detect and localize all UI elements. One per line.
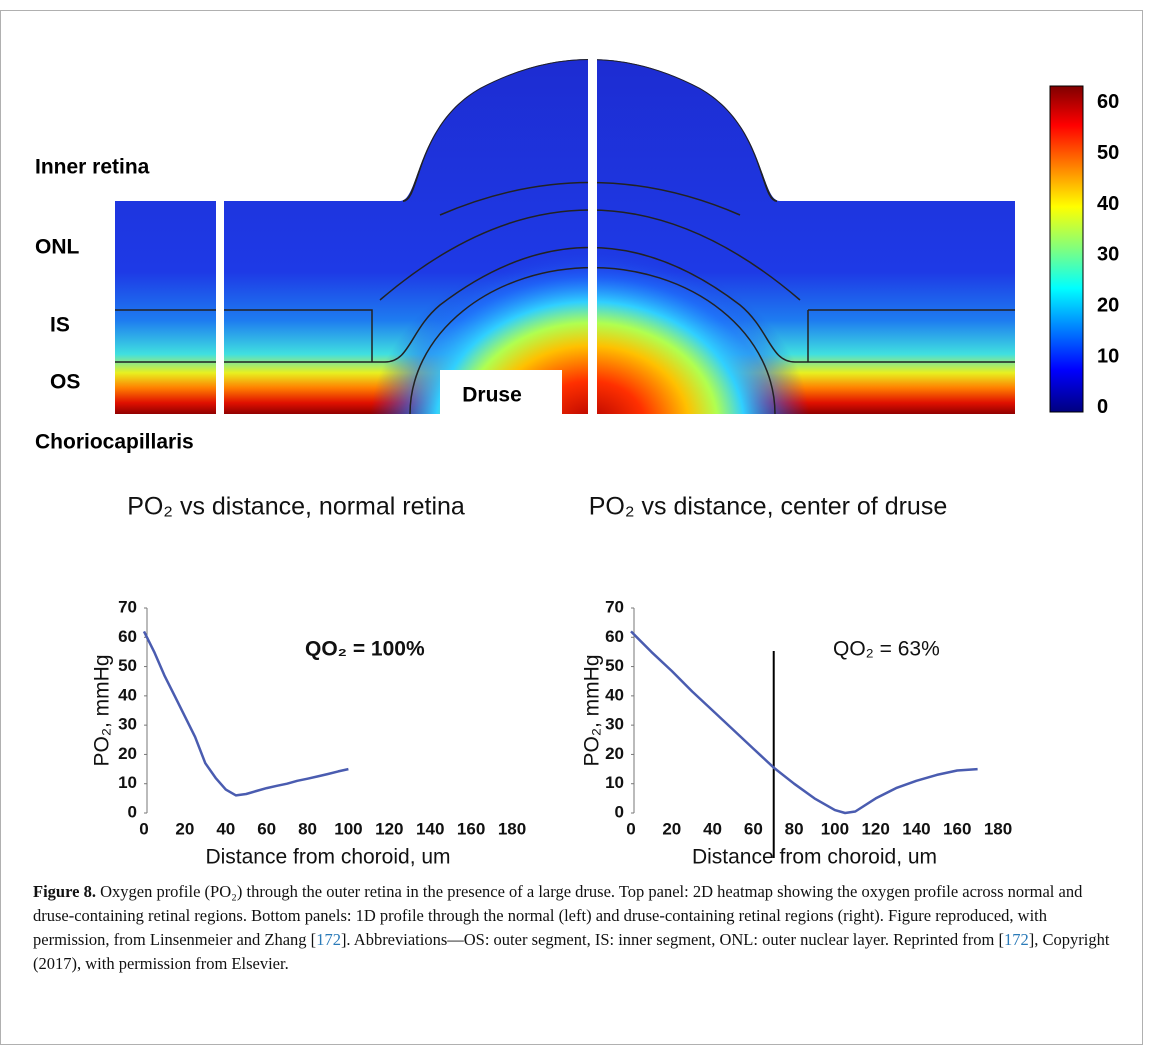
y-tick-label: 0 <box>128 802 137 821</box>
layer-label: OS <box>50 371 80 394</box>
y-axis-label: PO₂, mmHg <box>581 655 604 767</box>
druse <box>440 370 562 416</box>
y-axis-label: PO₂, mmHg <box>91 655 114 767</box>
frame <box>0 10 1143 1045</box>
x-tick-label: 120 <box>375 819 403 838</box>
y-tick-label: 60 <box>605 627 624 646</box>
y-tick-label: 40 <box>605 685 624 704</box>
annotation: QO₂ = 100% <box>305 638 425 661</box>
layer-label: ONL <box>35 236 80 259</box>
x-tick-label: 120 <box>861 819 889 838</box>
colorbar-tick-label: 30 <box>1097 244 1119 266</box>
x-tick-label: 160 <box>943 819 971 838</box>
x-tick-label: 180 <box>498 819 526 838</box>
reference[interactable]: 172 <box>1003 930 1029 949</box>
line <box>630 630 978 815</box>
colorbar-tick-label: 10 <box>1097 345 1119 367</box>
y-tick-label: 20 <box>605 744 624 763</box>
x-tick-label: 140 <box>416 819 444 838</box>
caption-text: ], Copyright (2017), with permission fro… <box>33 930 1110 973</box>
druse-label: Druse <box>462 384 522 407</box>
y-tick-label: 20 <box>118 744 137 763</box>
y-tick-label: 40 <box>118 685 137 704</box>
y-tick-label: 60 <box>118 627 137 646</box>
colorbar-tick-label: 0 <box>1097 396 1108 418</box>
x-axis-label: Distance from choroid, um <box>692 846 937 869</box>
y-tick-label: 30 <box>118 715 137 734</box>
colorbar <box>1049 85 1084 413</box>
heatmap <box>115 59 1015 414</box>
x-tick-label: 40 <box>216 819 235 838</box>
x-tick-label: 100 <box>334 819 362 838</box>
caption-label: Figure 8. <box>33 882 96 901</box>
colorbar-tick-label: 50 <box>1097 142 1119 164</box>
y-tick-label: 30 <box>605 715 624 734</box>
x-tick-label: 20 <box>662 819 681 838</box>
caption-text: ]. Abbreviations—OS: outer segment, IS: … <box>340 930 1004 949</box>
layer-label: IS <box>50 314 70 337</box>
line <box>142 630 349 797</box>
gap <box>216 190 224 418</box>
x-tick-label: 40 <box>703 819 722 838</box>
y-tick-label: 50 <box>605 656 624 675</box>
y-tick-label: 70 <box>605 597 624 616</box>
y-tick-label: 10 <box>118 773 137 792</box>
layer-label: Inner retina <box>35 156 150 179</box>
x-tick-label: 160 <box>457 819 485 838</box>
gap <box>588 40 597 418</box>
x-tick-label: 20 <box>175 819 194 838</box>
caption-text: Oxygen profile (PO₂) through the outer r… <box>33 882 1083 949</box>
y-tick-label: 50 <box>118 656 137 675</box>
x-tick-label: 80 <box>785 819 804 838</box>
y-tick-label: 10 <box>605 773 624 792</box>
x-tick-label: 0 <box>626 819 635 838</box>
x-tick-label: 0 <box>139 819 148 838</box>
reference[interactable]: 172 <box>316 930 341 949</box>
x-tick-label: 80 <box>298 819 317 838</box>
x-tick-label: 100 <box>821 819 849 838</box>
x-tick-label: 60 <box>744 819 763 838</box>
x-tick-label: 180 <box>984 819 1012 838</box>
chart-title: PO₂ vs distance, center of druse <box>589 493 947 521</box>
x-tick-label: 140 <box>902 819 930 838</box>
heatmap-dome <box>350 225 830 414</box>
chart-title: PO₂ vs distance, normal retina <box>127 493 465 521</box>
layer-label: Choriocapillaris <box>35 431 194 454</box>
colorbar-tick-label: 60 <box>1097 91 1119 113</box>
colorbar-tick-label: 40 <box>1097 193 1119 215</box>
colorbar-tick-label: 20 <box>1097 294 1119 316</box>
y-tick-label: 0 <box>615 802 624 821</box>
x-axis-label: Distance from choroid, um <box>205 846 450 869</box>
caption: Figure 8. Oxygen profile (PO₂) through t… <box>33 880 1123 976</box>
x-tick-label: 60 <box>257 819 276 838</box>
annotation: QO₂ = 63% <box>833 638 940 661</box>
y-tick-label: 70 <box>118 597 137 616</box>
